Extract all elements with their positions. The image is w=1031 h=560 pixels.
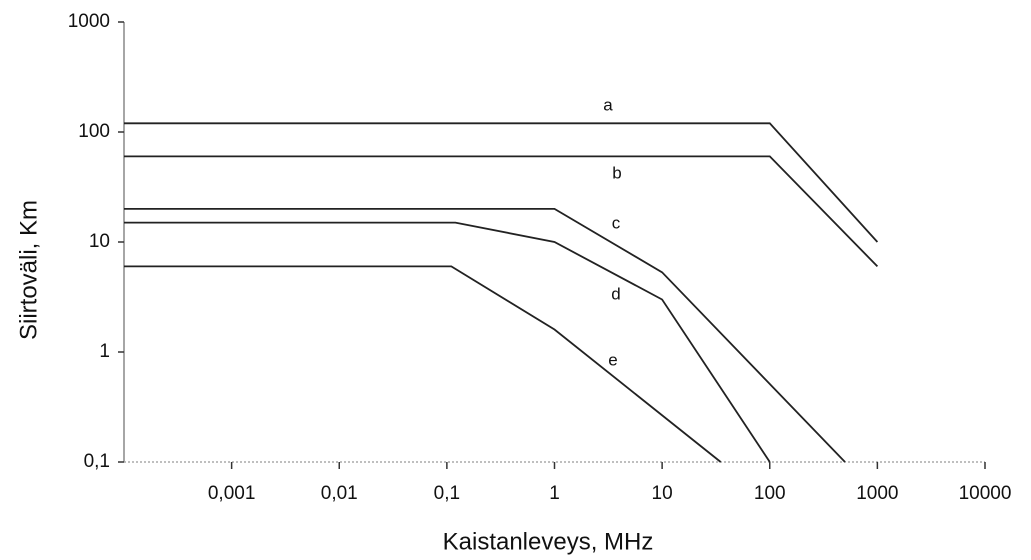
y-tick-label: 1 <box>99 341 110 362</box>
series-label: d <box>611 284 620 303</box>
x-tick-label: 10 <box>652 483 673 504</box>
x-tick-label: 1 <box>549 483 560 504</box>
x-tick-label: 100 <box>754 483 786 504</box>
x-tick-label: 10000 <box>959 483 1012 504</box>
series-label: a <box>603 95 613 114</box>
y-tick-label: 1000 <box>68 11 110 32</box>
y-tick-label: 10 <box>89 231 110 252</box>
series-label: e <box>608 350 617 369</box>
x-axis-title: Kaistanleveys, MHz <box>443 528 654 555</box>
series-line <box>124 122 879 243</box>
series-line <box>124 221 771 463</box>
y-tick-label: 0,1 <box>84 451 110 472</box>
series-line <box>124 207 846 463</box>
series-line <box>124 265 722 463</box>
y-tick-label: 100 <box>78 121 110 142</box>
series-line <box>124 155 879 268</box>
series-label: b <box>612 163 621 182</box>
y-axis-title: Siirtoväli, Km <box>15 200 42 340</box>
x-tick-label: 0,01 <box>321 483 358 504</box>
x-tick-label: 0,1 <box>434 483 460 504</box>
x-tick-label: 0,001 <box>208 483 256 504</box>
series-label: c <box>612 213 621 232</box>
x-tick-label: 1000 <box>856 483 898 504</box>
